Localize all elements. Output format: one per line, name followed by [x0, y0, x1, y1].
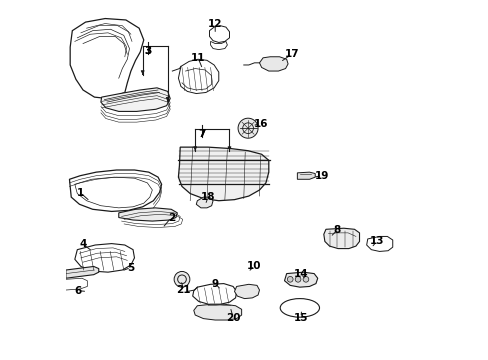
- Text: 20: 20: [225, 312, 240, 323]
- Polygon shape: [101, 88, 170, 111]
- Text: 10: 10: [247, 261, 261, 271]
- Polygon shape: [259, 57, 287, 71]
- Text: 11: 11: [190, 53, 205, 63]
- Text: 5: 5: [127, 262, 134, 273]
- Text: 16: 16: [253, 118, 267, 129]
- Text: 7: 7: [198, 129, 205, 139]
- Polygon shape: [193, 304, 241, 320]
- Text: 17: 17: [284, 49, 298, 59]
- Circle shape: [303, 276, 308, 282]
- Circle shape: [174, 271, 189, 287]
- Text: 19: 19: [315, 171, 329, 181]
- Polygon shape: [284, 272, 317, 287]
- Text: 14: 14: [293, 269, 307, 279]
- Circle shape: [295, 276, 300, 282]
- Polygon shape: [297, 172, 315, 179]
- Circle shape: [287, 276, 292, 282]
- Polygon shape: [178, 147, 268, 201]
- Text: 12: 12: [207, 18, 222, 28]
- Polygon shape: [234, 284, 259, 298]
- Text: 3: 3: [144, 46, 151, 56]
- Text: 7: 7: [198, 129, 205, 139]
- Text: 13: 13: [368, 237, 383, 247]
- Polygon shape: [323, 228, 359, 249]
- Polygon shape: [196, 197, 213, 208]
- Polygon shape: [119, 208, 177, 221]
- Text: 1: 1: [77, 188, 83, 198]
- Text: 21: 21: [176, 285, 191, 295]
- Circle shape: [238, 118, 258, 138]
- Text: 8: 8: [333, 225, 340, 235]
- Text: 6: 6: [74, 286, 81, 296]
- Text: 15: 15: [293, 312, 307, 323]
- Text: 3: 3: [144, 46, 151, 56]
- Text: 4: 4: [79, 239, 86, 249]
- Polygon shape: [66, 266, 99, 278]
- Text: 9: 9: [211, 279, 218, 289]
- Text: 18: 18: [201, 192, 215, 202]
- Text: 2: 2: [167, 212, 175, 222]
